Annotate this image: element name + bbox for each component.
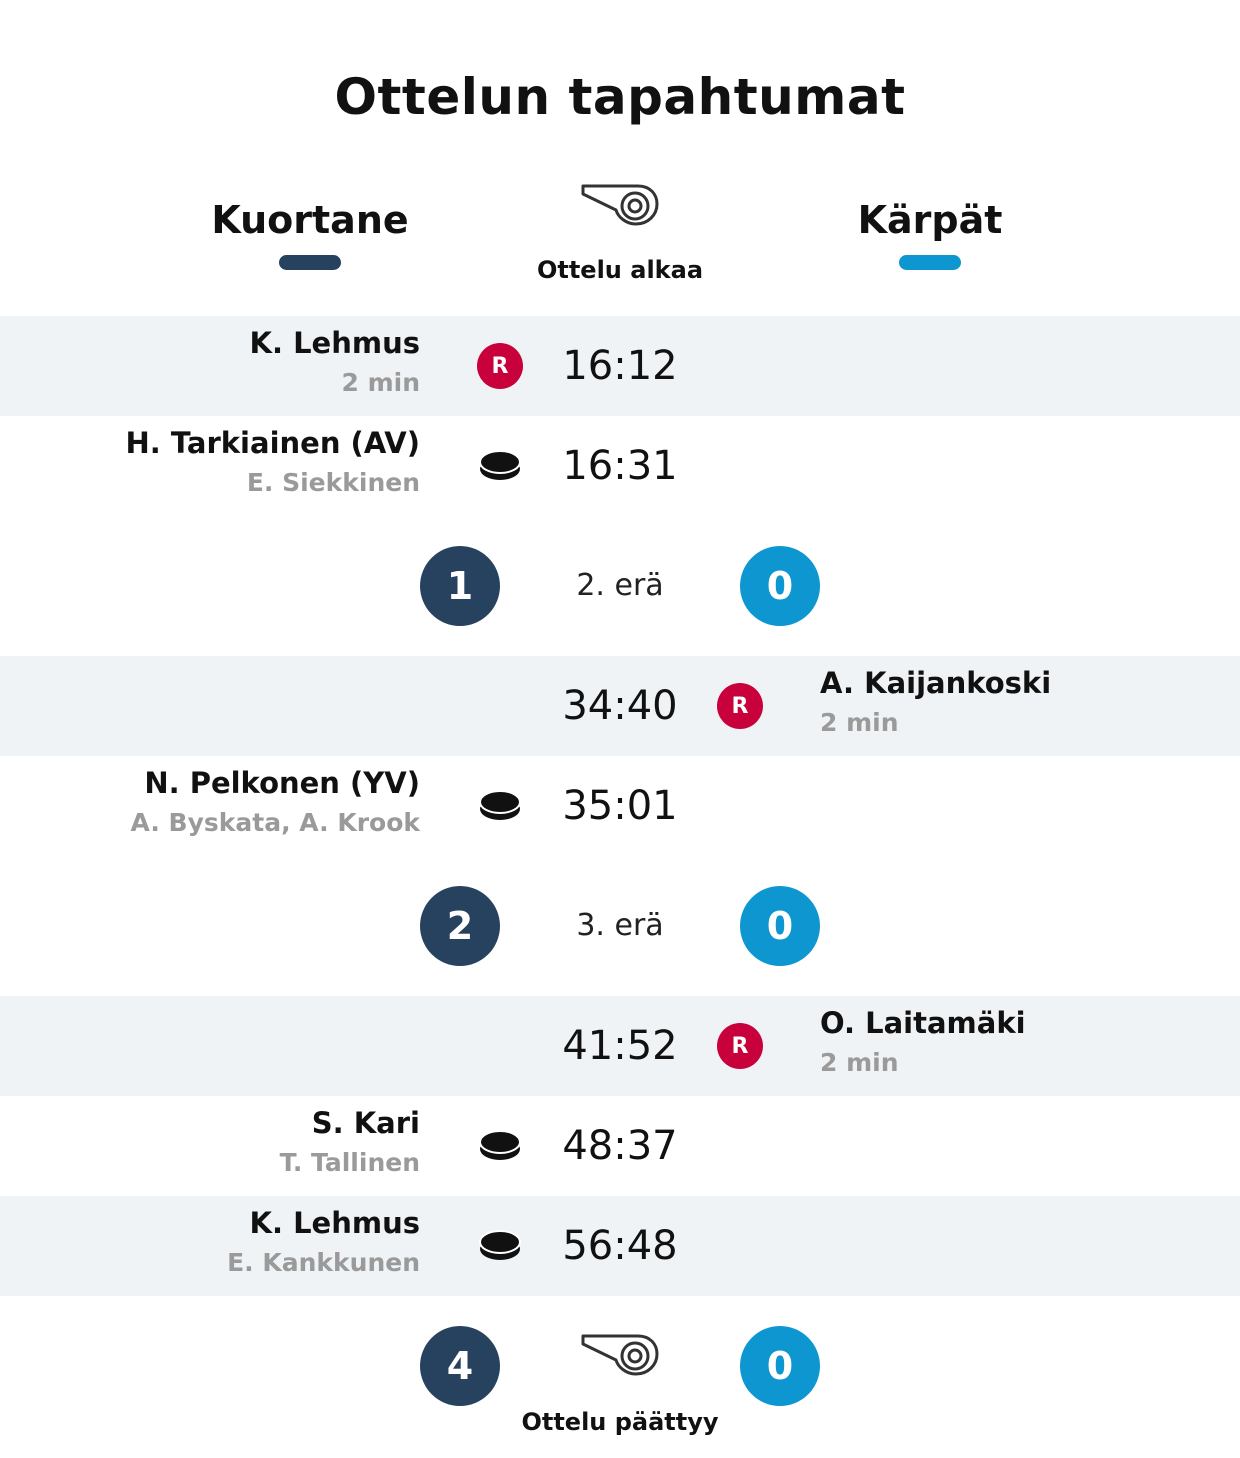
event-player: N. Pelkonen (YV) [144, 766, 420, 800]
event-detail: 2 min [820, 1048, 899, 1077]
event-detail: A. Byskata, A. Krook [130, 808, 420, 837]
match-start-label: Ottelu alkaa [536, 256, 704, 284]
period-label: 3. erä [576, 908, 664, 943]
puck-icon [477, 1128, 523, 1164]
event-row: K. Lehmus 2 min R 16:12 [0, 316, 1240, 416]
puck-icon [477, 448, 523, 484]
event-row: N. Pelkonen (YV) A. Byskata, A. Krook 35… [0, 756, 1240, 856]
whistle-icon [580, 180, 660, 228]
event-row: H. Tarkiainen (AV) E. Siekkinen 16:31 [0, 416, 1240, 516]
puck-icon [477, 788, 523, 824]
event-row: K. Lehmus E. Kankkunen 56:48 [0, 1196, 1240, 1296]
event-row: S. Kari T. Tallinen 48:37 [0, 1096, 1240, 1196]
period-label: 2. erä [576, 568, 664, 603]
event-time: 34:40 [562, 683, 678, 729]
event-time: 16:31 [562, 443, 678, 489]
home-team-name: Kuortane [211, 198, 409, 242]
away-score: 0 [740, 886, 820, 966]
event-player: O. Laitamäki [820, 1006, 1026, 1040]
event-time: 41:52 [562, 1023, 678, 1069]
away-team-color-bar [899, 255, 961, 270]
away-team-name: Kärpät [857, 198, 1003, 242]
penalty-icon: R [717, 1023, 763, 1069]
event-detail: E. Siekkinen [246, 468, 420, 497]
event-row: 34:40 R A. Kaijankoski 2 min [0, 656, 1240, 756]
puck-icon [477, 1228, 523, 1264]
event-detail: T. Tallinen [279, 1148, 420, 1177]
event-time: 16:12 [562, 343, 678, 389]
final-home-score: 4 [420, 1326, 500, 1406]
penalty-icon: R [717, 683, 763, 729]
home-team-color-bar [279, 255, 341, 270]
whistle-icon [580, 1330, 660, 1378]
event-player: K. Lehmus [249, 326, 420, 360]
final-away-score: 0 [740, 1326, 820, 1406]
home-score: 1 [420, 546, 500, 626]
event-time: 48:37 [562, 1123, 678, 1169]
match-end-label: Ottelu päättyy [521, 1408, 719, 1436]
event-row: 41:52 R O. Laitamäki 2 min [0, 996, 1240, 1096]
event-time: 35:01 [562, 783, 678, 829]
page-title: Ottelun tapahtumat [334, 68, 906, 126]
event-detail: 2 min [341, 368, 420, 397]
event-detail: 2 min [820, 708, 899, 737]
event-player: H. Tarkiainen (AV) [125, 426, 420, 460]
event-player: K. Lehmus [249, 1206, 420, 1240]
event-time: 56:48 [562, 1223, 678, 1269]
home-score: 2 [420, 886, 500, 966]
away-score: 0 [740, 546, 820, 626]
event-player: A. Kaijankoski [820, 666, 1052, 700]
event-detail: E. Kankkunen [227, 1248, 420, 1277]
event-player: S. Kari [311, 1106, 420, 1140]
penalty-icon: R [477, 343, 523, 389]
